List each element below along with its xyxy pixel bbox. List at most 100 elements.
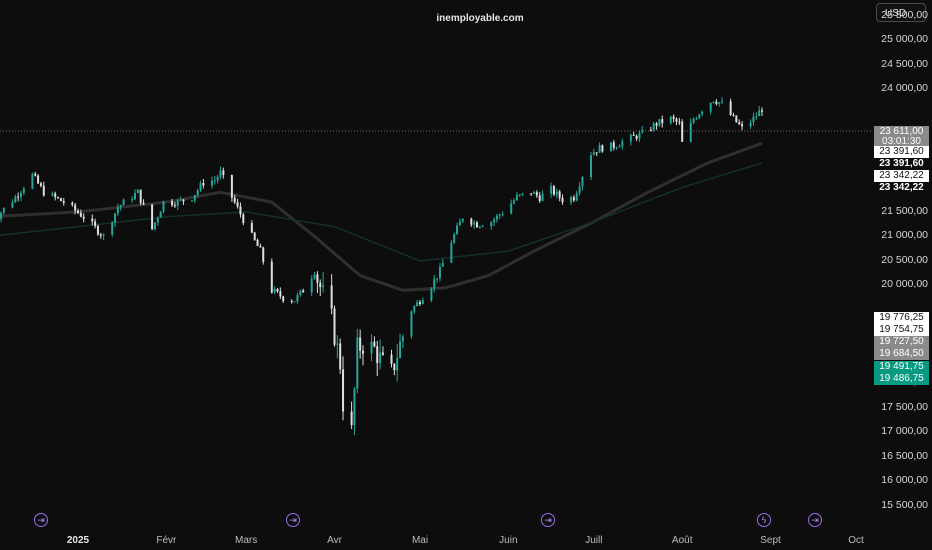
candle xyxy=(481,224,484,228)
candle xyxy=(458,218,461,226)
candle xyxy=(692,117,695,125)
moving-averages xyxy=(0,141,763,292)
candle xyxy=(191,200,193,203)
candle xyxy=(199,180,202,193)
candle xyxy=(37,174,40,185)
y-tick-label: 15 500,00 xyxy=(881,498,928,511)
x-tick-label: 2025 xyxy=(66,535,90,546)
lightning-icon[interactable]: ϟ xyxy=(757,513,771,527)
candle xyxy=(350,401,353,430)
candle xyxy=(615,146,618,150)
y-tick-label: 24 000,00 xyxy=(881,82,928,95)
currency-button[interactable]: USD xyxy=(876,3,926,22)
candle xyxy=(299,289,302,297)
candle xyxy=(102,233,105,241)
candle xyxy=(689,118,692,143)
candle xyxy=(655,121,658,130)
candle xyxy=(518,193,521,197)
candle xyxy=(558,189,561,202)
candle xyxy=(162,200,165,214)
candle xyxy=(478,225,481,229)
candle xyxy=(0,211,3,223)
candle xyxy=(233,194,236,205)
candle xyxy=(62,198,65,206)
candle xyxy=(669,115,672,125)
candle xyxy=(450,240,453,264)
y-tick-label: 16 000,00 xyxy=(881,474,928,487)
candle xyxy=(476,220,478,228)
candle xyxy=(530,193,533,196)
candle xyxy=(276,288,279,293)
forward-icon[interactable]: ⇥ xyxy=(808,513,822,527)
candle xyxy=(230,174,233,202)
x-tick-label: Juill xyxy=(585,535,603,546)
candle xyxy=(202,179,205,189)
candle xyxy=(621,138,624,150)
y-tick-label: 21 000,00 xyxy=(881,229,928,242)
candle xyxy=(293,301,296,303)
candle xyxy=(39,181,42,188)
forward-icon[interactable]: ⇥ xyxy=(541,513,555,527)
candle xyxy=(701,110,704,117)
forward-icon[interactable]: ⇥ xyxy=(286,513,300,527)
candle xyxy=(319,279,322,297)
candle xyxy=(91,214,94,226)
y-tick-label: 20 500,00 xyxy=(881,253,928,266)
candle xyxy=(134,189,136,201)
candle xyxy=(396,344,399,382)
candle xyxy=(259,243,262,248)
candle xyxy=(561,194,564,205)
candle xyxy=(632,131,635,136)
x-tick-label: Mai xyxy=(411,535,429,546)
candle xyxy=(718,102,721,107)
price-label: 23 391,60 xyxy=(874,158,929,170)
candle xyxy=(661,115,664,128)
x-tick-label: Oct xyxy=(848,535,864,546)
candle xyxy=(353,386,356,436)
candle xyxy=(74,202,77,215)
candle xyxy=(438,263,441,282)
candle xyxy=(495,213,498,223)
moving-average-long-line xyxy=(0,162,763,262)
candle xyxy=(196,188,199,198)
candle xyxy=(575,190,578,202)
y-tick-label: 21 500,00 xyxy=(881,204,928,217)
price-label: 23 342,22 xyxy=(874,170,929,182)
candle xyxy=(94,218,97,229)
candle xyxy=(456,222,459,235)
candle xyxy=(721,97,724,105)
candle xyxy=(362,345,364,366)
candle xyxy=(57,196,60,200)
candle xyxy=(216,174,219,184)
candle xyxy=(410,310,413,339)
candle xyxy=(413,305,416,314)
candle xyxy=(601,144,604,153)
candle xyxy=(493,217,496,227)
candle xyxy=(698,113,701,119)
candle xyxy=(313,272,316,280)
candle xyxy=(373,336,376,348)
candle xyxy=(356,328,359,394)
candle xyxy=(590,151,592,180)
price-label: 19 754,75 xyxy=(874,324,929,336)
candle xyxy=(399,333,402,359)
candle xyxy=(273,286,276,295)
forward-icon[interactable]: ⇥ xyxy=(34,513,48,527)
candle xyxy=(416,299,419,307)
candle xyxy=(322,272,325,293)
candle xyxy=(342,356,345,421)
candle xyxy=(236,198,239,209)
candle xyxy=(550,182,553,198)
candle xyxy=(555,188,558,199)
candle xyxy=(453,232,456,245)
candle xyxy=(393,363,396,376)
candle xyxy=(515,191,518,202)
candle xyxy=(461,218,464,223)
candle xyxy=(219,166,222,180)
x-tick-label: Juin xyxy=(499,535,518,546)
candle xyxy=(578,182,581,196)
price-label: 03:01:30 xyxy=(874,136,929,148)
candle xyxy=(79,209,82,218)
candle xyxy=(535,190,538,199)
